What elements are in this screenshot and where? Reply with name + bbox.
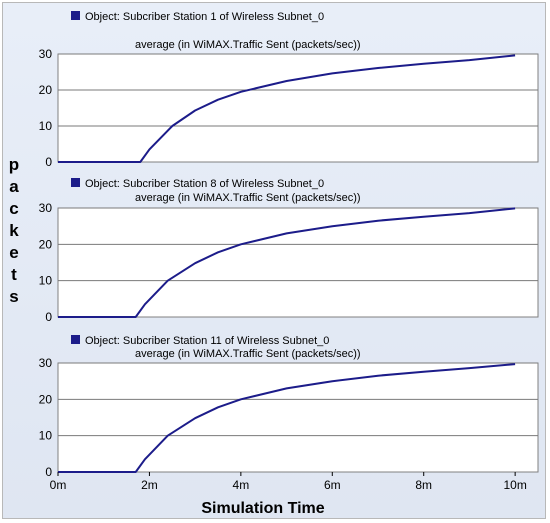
y-tick-label: 30 bbox=[39, 201, 53, 215]
series-line bbox=[58, 207, 516, 318]
grid-1 bbox=[58, 53, 538, 127]
y-axis-label-char: s bbox=[9, 287, 18, 306]
series-line-1 bbox=[58, 54, 516, 163]
plot-area-1 bbox=[57, 53, 539, 163]
y-axis-label-char: a bbox=[9, 177, 19, 196]
x-tick-label: 0m bbox=[50, 478, 67, 492]
subtitle-1: average (in WiMAX.Traffic Sent (packets/… bbox=[135, 39, 361, 51]
legend-swatch-2 bbox=[71, 178, 80, 187]
y-tick-label: 30 bbox=[39, 356, 53, 370]
y-tick-label: 20 bbox=[39, 83, 53, 97]
y-tick-label: 20 bbox=[39, 237, 53, 251]
legend-1: Object: Subcriber Station 1 of Wireless … bbox=[85, 11, 324, 23]
y-axis-label: packets bbox=[9, 155, 19, 306]
plot-area-3 bbox=[57, 362, 539, 473]
y-axis-label-char: t bbox=[11, 265, 17, 284]
y-tick-label: 10 bbox=[39, 274, 53, 288]
legend-2: Object: Subcriber Station 8 of Wireless … bbox=[85, 178, 324, 190]
panel-1: Object: Subcriber Station 1 of Wireless … bbox=[39, 11, 539, 169]
y-tick-label: 20 bbox=[39, 392, 53, 406]
y-tick-label: 10 bbox=[39, 119, 53, 133]
subtitle-3: average (in WiMAX.Traffic Sent (packets/… bbox=[135, 348, 361, 360]
y-axis-label-char: c bbox=[9, 199, 18, 218]
y-ticks-1: 0 10 20 30 bbox=[39, 47, 53, 169]
y-axis-label-char: p bbox=[9, 155, 19, 174]
x-tick-label: 2m bbox=[141, 478, 158, 492]
series-line bbox=[58, 54, 516, 163]
y-axis-label-char: e bbox=[9, 243, 18, 262]
x-ticks: 0m 2m 4m 6m 8m 10m bbox=[50, 472, 527, 492]
x-axis-label: Simulation Time bbox=[201, 500, 324, 517]
grid-3 bbox=[58, 362, 538, 437]
x-tick-label: 6m bbox=[324, 478, 341, 492]
y-ticks-3: 0 10 20 30 bbox=[39, 356, 53, 479]
x-tick-label: 8m bbox=[415, 478, 432, 492]
x-tick-label: 4m bbox=[233, 478, 250, 492]
y-tick-label: 0 bbox=[45, 155, 52, 169]
legend-swatch-1 bbox=[71, 11, 80, 20]
series-line-3 bbox=[58, 363, 516, 473]
y-tick-label: 0 bbox=[45, 465, 52, 479]
series-line bbox=[58, 363, 516, 473]
y-tick-label: 30 bbox=[39, 47, 53, 61]
legend-3: Object: Subcriber Station 11 of Wireless… bbox=[85, 335, 329, 347]
y-ticks-2: 0 10 20 30 bbox=[39, 201, 53, 324]
plot-area-2 bbox=[57, 207, 539, 318]
subtitle-2: average (in WiMAX.Traffic Sent (packets/… bbox=[135, 192, 361, 204]
y-tick-label: 0 bbox=[45, 310, 52, 324]
panel-3: Object: Subcriber Station 11 of Wireless… bbox=[39, 335, 539, 492]
x-tick-label: 10m bbox=[503, 478, 526, 492]
grid-2 bbox=[58, 207, 538, 282]
series-line-2 bbox=[58, 207, 516, 318]
y-axis-label-char: k bbox=[9, 221, 19, 240]
y-tick-label: 10 bbox=[39, 429, 53, 443]
legend-swatch-3 bbox=[71, 335, 80, 344]
panel-2: Object: Subcriber Station 8 of Wireless … bbox=[39, 178, 539, 324]
